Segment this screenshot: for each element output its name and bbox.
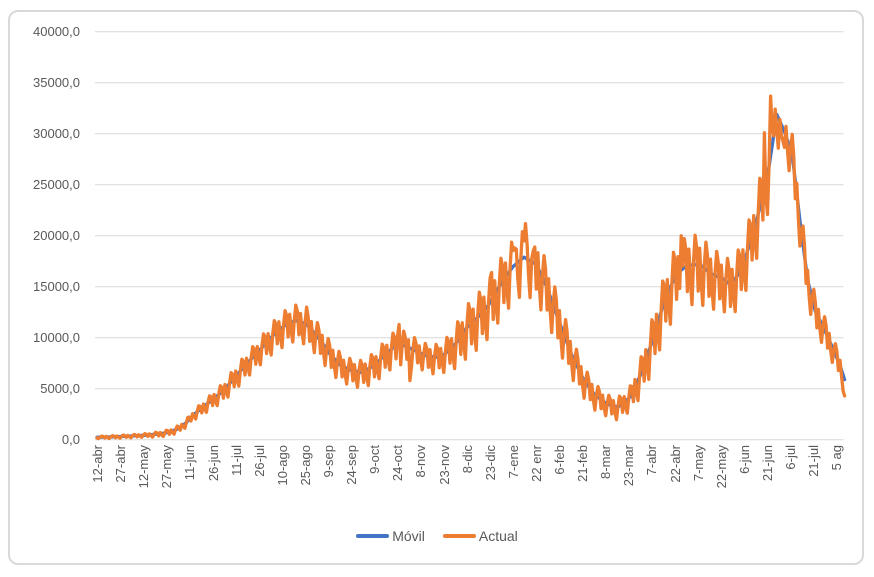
x-axis-tick-label: 26-jul: [251, 445, 267, 477]
x-axis-tick-label: 27-abr: [113, 445, 129, 483]
x-axis-tick-label: 12-abr: [90, 445, 105, 483]
y-axis-tick-label: 15000,0: [33, 278, 80, 294]
y-axis-tick-label: 25000,0: [33, 176, 80, 192]
series-line-actual: [95, 94, 847, 441]
x-axis-tick-label: 21-jul: [806, 445, 822, 477]
x-axis-tick-label: 22-abr: [667, 445, 683, 483]
x-axis-tick-label: 11-jun: [182, 445, 198, 481]
x-axis-tick-label: 25-ago: [297, 445, 313, 486]
legend-swatch-movil-line: [356, 534, 390, 538]
x-axis-tick-label: 8-mar: [598, 445, 614, 479]
legend-label-movil: Móvil: [392, 528, 425, 544]
x-axis-tick-label: 21-jun: [759, 445, 775, 482]
x-axis-tick-label: 8-dic: [459, 445, 475, 474]
x-axis-tick-label: 6-jul: [783, 445, 798, 470]
x-axis-tick-label: 21-feb: [575, 445, 591, 482]
x-axis-tick-label: 23-mar: [621, 445, 637, 487]
y-axis-tick-label: 0,0: [61, 431, 80, 447]
legend: Móvil Actual: [0, 527, 874, 545]
y-axis-tick-label: 10000,0: [33, 329, 80, 345]
x-axis-tick-label: 8-nov: [413, 445, 429, 478]
x-axis-tick-label: 11-jul: [228, 445, 244, 476]
x-axis-tick-label: 27-may: [159, 445, 175, 489]
legend-label-actual: Actual: [478, 528, 518, 544]
x-axis-tick-label: 10-ago: [274, 445, 290, 486]
legend-item-actual[interactable]: Actual: [442, 528, 518, 544]
x-axis-tick-label: 5 ag: [829, 445, 845, 471]
x-axis-tick-label: 23-nov: [436, 445, 452, 485]
y-axis-tick-label: 35000,0: [33, 74, 80, 90]
legend-swatch-actual-line: [442, 534, 476, 538]
legend-item-movil[interactable]: Móvil: [356, 528, 425, 544]
gridlines: [95, 31, 844, 441]
y-axis-tick-label: 5000,0: [40, 380, 80, 396]
y-axis-tick-label: 20000,0: [33, 227, 80, 243]
x-axis-tick-label: 6-feb: [552, 445, 567, 475]
x-axis-tick-label: 24-sep: [344, 445, 360, 485]
x-axis-tick-label: 7-may: [690, 445, 706, 482]
y-axis-tick-label: 40000,0: [33, 23, 80, 39]
x-axis-tick-label: 12-may: [136, 445, 152, 489]
y-axis-tick-label: 30000,0: [33, 125, 80, 141]
x-axis-tick-label: 7-ene: [505, 445, 521, 479]
x-axis-tick-label: 9-oct: [367, 445, 383, 474]
x-axis-tick-label: 7-abr: [644, 445, 660, 476]
x-axis-tick-label: 24-oct: [390, 445, 406, 482]
x-axis-tick-label: 23-dic: [482, 445, 498, 481]
x-axis-tick-label: 6-jun: [736, 445, 752, 474]
x-axis-tick-label: 22 enr: [528, 445, 544, 482]
x-axis-tick-label: 26-jun: [205, 445, 221, 482]
x-axis-tick-label: 22-may: [713, 445, 729, 489]
x-axis-tick-label: 9-sep: [321, 445, 336, 478]
